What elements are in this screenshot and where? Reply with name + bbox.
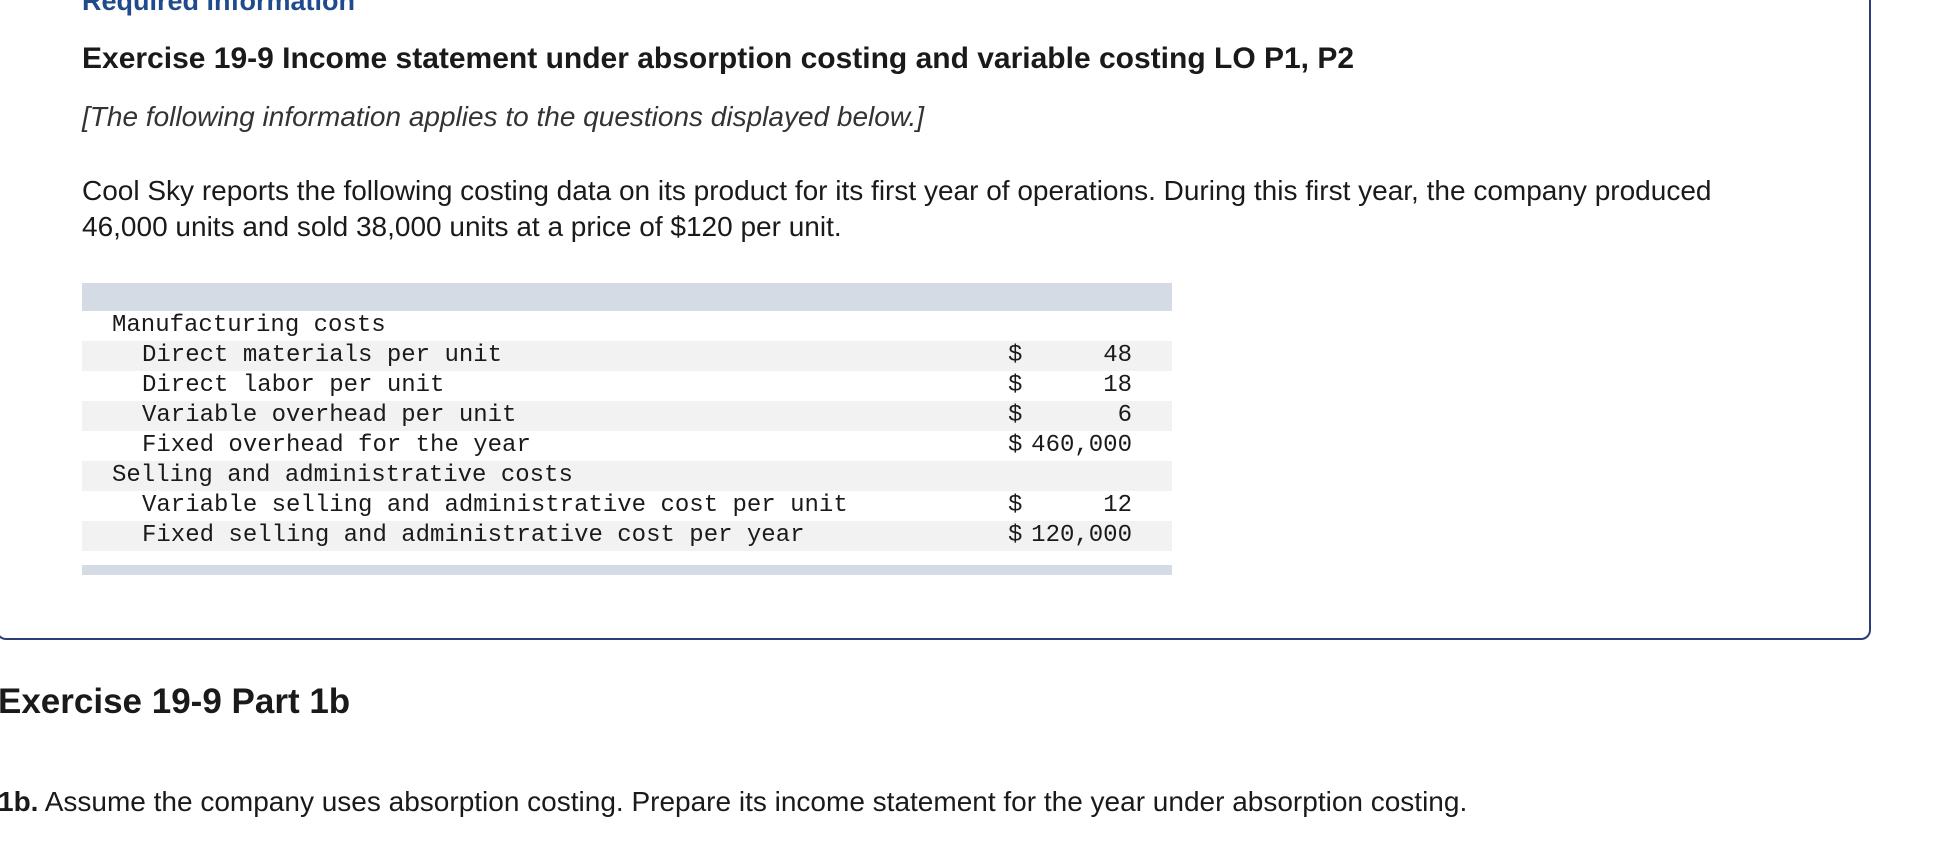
table-row: Direct materials per unit $48 <box>82 341 1172 371</box>
table-body: Manufacturing costs Direct materials per … <box>82 311 1172 551</box>
amount: 120,000 <box>1031 522 1132 549</box>
currency: $ <box>1008 432 1023 459</box>
amount: 18 <box>1103 372 1132 399</box>
amount: 48 <box>1103 342 1132 369</box>
part-title: Exercise 19-9 Part 1b <box>0 682 351 721</box>
currency: $ <box>1008 522 1023 549</box>
table-row: Selling and administrative costs <box>82 461 1172 491</box>
cost-table: Manufacturing costs Direct materials per … <box>82 283 1172 575</box>
table-row: Direct labor per unit $18 <box>82 371 1172 401</box>
table-footer-bar <box>82 565 1172 575</box>
currency: $ <box>1008 342 1023 369</box>
info-box <box>0 0 1871 640</box>
table-row: Variable selling and administrative cost… <box>82 491 1172 521</box>
question-number: 1b. <box>0 786 39 817</box>
amount: 12 <box>1103 492 1132 519</box>
amount: 6 <box>1117 402 1132 429</box>
row-label: Variable selling and administrative cost… <box>142 492 848 519</box>
currency: $ <box>1008 492 1023 519</box>
question-text: Assume the company uses absorption costi… <box>44 786 1468 817</box>
row-label: Direct materials per unit <box>142 342 503 369</box>
description: Cool Sky reports the following costing d… <box>82 175 1712 242</box>
table-row: Fixed overhead for the year $460,000 <box>82 431 1172 461</box>
amount: 460,000 <box>1031 432 1132 459</box>
table-row: Manufacturing costs <box>82 311 1172 341</box>
currency: $ <box>1008 402 1023 429</box>
table-row: Fixed selling and administrative cost pe… <box>82 521 1172 551</box>
row-label: Variable overhead per unit <box>142 402 517 429</box>
note: [The following information applies to th… <box>82 101 925 132</box>
question: 1b. Assume the company uses absorption c… <box>0 786 1467 818</box>
exercise-title: Exercise 19-9 Income statement under abs… <box>82 42 1355 75</box>
row-label: Direct labor per unit <box>142 372 445 399</box>
table-row: Variable overhead per unit $6 <box>82 401 1172 431</box>
row-label: Manufacturing costs <box>112 312 386 339</box>
row-label: Selling and administrative costs <box>112 462 573 489</box>
currency: $ <box>1008 372 1023 399</box>
row-label: Fixed overhead for the year <box>142 432 531 459</box>
table-header-bar <box>82 283 1172 311</box>
section-label: Required information <box>82 0 356 16</box>
row-label: Fixed selling and administrative cost pe… <box>142 522 805 549</box>
